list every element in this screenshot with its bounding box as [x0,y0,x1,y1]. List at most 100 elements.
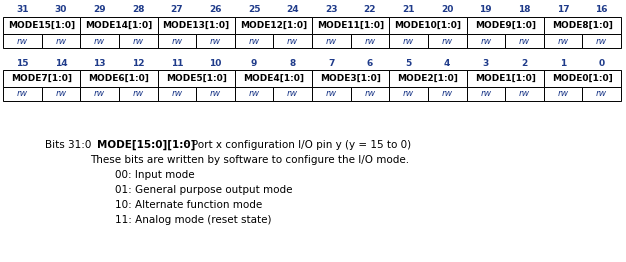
Bar [582,34,621,48]
Text: MODE13[1:0]: MODE13[1:0] [163,21,230,30]
Bar [505,34,544,48]
Text: rw: rw [480,90,491,99]
Bar [41,34,80,48]
Bar [544,17,621,34]
Text: rw: rw [519,90,530,99]
Text: MODE14[1:0]: MODE14[1:0] [85,21,153,30]
Text: 18: 18 [518,6,531,14]
Text: rw: rw [210,36,221,46]
Text: rw: rw [55,36,66,46]
Text: rw: rw [249,90,260,99]
Text: rw: rw [364,36,376,46]
Bar [312,70,389,87]
Text: rw: rw [17,36,28,46]
Bar [3,34,41,48]
Bar [158,34,196,48]
Text: rw: rw [94,90,105,99]
Text: rw: rw [55,90,66,99]
Text: rw: rw [403,36,414,46]
Bar [80,17,158,34]
Bar [80,70,158,87]
Text: rw: rw [519,36,530,46]
Text: Bits 31:0: Bits 31:0 [45,140,98,150]
Bar [428,34,466,48]
Text: 4: 4 [444,58,450,68]
Text: MODE7[1:0]: MODE7[1:0] [11,74,72,83]
Text: MODE9[1:0]: MODE9[1:0] [475,21,536,30]
Bar [119,87,158,101]
Bar [3,70,80,87]
Bar [158,70,235,87]
Bar [466,70,544,87]
Text: rw: rw [596,36,607,46]
Text: 24: 24 [286,6,299,14]
Bar [235,34,274,48]
Text: 25: 25 [248,6,260,14]
Text: 01: General purpose output mode: 01: General purpose output mode [115,185,292,195]
Text: rw: rw [133,90,144,99]
Bar [158,17,235,34]
Text: 5: 5 [406,58,412,68]
Text: rw: rw [287,90,298,99]
Text: 11: 11 [170,58,183,68]
Text: rw: rw [94,36,105,46]
Text: 16: 16 [595,6,608,14]
Text: 31: 31 [16,6,29,14]
Text: MODE4[1:0]: MODE4[1:0] [243,74,304,83]
Text: rw: rw [326,90,337,99]
Text: 12: 12 [132,58,145,68]
Bar [389,34,428,48]
Bar [80,34,119,48]
Text: MODE1[1:0]: MODE1[1:0] [475,74,536,83]
Bar [466,34,505,48]
Text: 22: 22 [364,6,376,14]
Text: rw: rw [441,36,453,46]
Text: 29: 29 [93,6,106,14]
Text: MODE12[1:0]: MODE12[1:0] [240,21,307,30]
Text: MODE11[1:0]: MODE11[1:0] [317,21,384,30]
Bar [466,87,505,101]
Text: MODE6[1:0]: MODE6[1:0] [88,74,150,83]
Text: 0: 0 [598,58,605,68]
Text: MODE8[1:0]: MODE8[1:0] [552,21,613,30]
Bar [389,70,466,87]
Text: 6: 6 [367,58,373,68]
Bar [351,34,389,48]
Text: MODE0[1:0]: MODE0[1:0] [552,74,613,83]
Bar [41,87,80,101]
Text: 23: 23 [325,6,337,14]
Text: rw: rw [287,36,298,46]
Text: rw: rw [403,90,414,99]
Text: 30: 30 [54,6,67,14]
Text: MODE2[1:0]: MODE2[1:0] [398,74,458,83]
Bar [351,87,389,101]
Bar [235,17,312,34]
Text: : Port x configuration I/O pin y (y = 15 to 0): : Port x configuration I/O pin y (y = 15… [185,140,411,150]
Bar [389,17,466,34]
Bar [3,87,41,101]
Bar [312,87,351,101]
Text: rw: rw [133,36,144,46]
Text: MODE3[1:0]: MODE3[1:0] [320,74,381,83]
Text: rw: rw [210,90,221,99]
Bar [544,87,582,101]
Text: 8: 8 [290,58,296,68]
Bar [3,17,80,34]
Text: MODE15[1:0]: MODE15[1:0] [8,21,75,30]
Text: 19: 19 [480,6,492,14]
Text: rw: rw [441,90,453,99]
Text: rw: rw [17,90,28,99]
Text: 7: 7 [328,58,334,68]
Text: 10: Alternate function mode: 10: Alternate function mode [115,200,262,210]
Text: 15: 15 [16,58,29,68]
Text: 17: 17 [557,6,570,14]
Text: rw: rw [172,90,182,99]
Text: rw: rw [172,36,182,46]
Text: 2: 2 [521,58,528,68]
Bar [505,87,544,101]
Text: MODE10[1:0]: MODE10[1:0] [394,21,461,30]
Text: rw: rw [558,36,568,46]
Bar [80,87,119,101]
Bar [196,87,235,101]
Bar [466,17,544,34]
